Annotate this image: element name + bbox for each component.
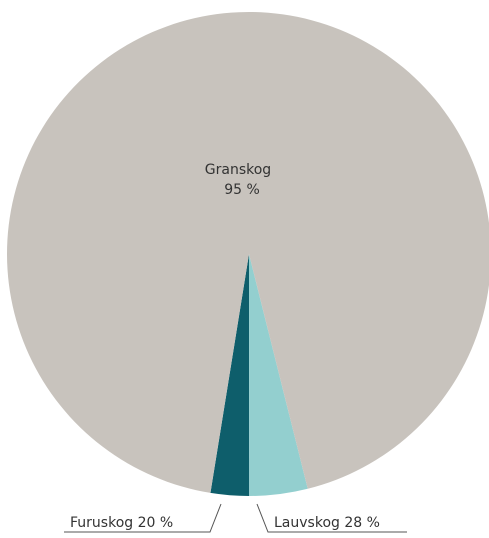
- label-lauvskog: Lauvskog 28 %: [274, 515, 380, 531]
- slice-lauvskog: [249, 254, 308, 496]
- label-granskog-name: Granskog: [205, 162, 271, 178]
- leader-line-lauvskog: [256, 503, 407, 533]
- pie-slices: [7, 12, 489, 497]
- leader-line-furuskog: [64, 503, 222, 533]
- label-granskog-value: 95 %: [224, 182, 260, 198]
- slice-furuskog: [210, 254, 250, 497]
- label-furuskog: Furuskog 20 %: [70, 515, 173, 531]
- slice-granskog: [7, 12, 489, 493]
